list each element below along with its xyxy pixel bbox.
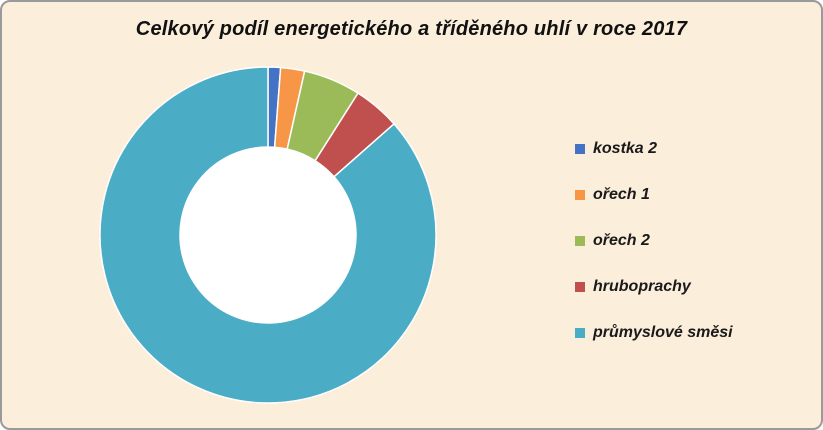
legend-swatch bbox=[575, 236, 585, 246]
donut-hole bbox=[180, 147, 356, 323]
legend-label: průmyslové směsi bbox=[593, 324, 733, 341]
chart-title: Celkový podíl energetického a tříděného … bbox=[135, 18, 688, 40]
legend-label: ořech 1 bbox=[593, 186, 650, 203]
legend-swatch bbox=[575, 190, 585, 200]
legend-item-orech-2: ořech 2 bbox=[575, 218, 795, 264]
legend-swatch bbox=[575, 282, 585, 292]
legend-swatch bbox=[575, 144, 585, 154]
legend: kostka 2 ořech 1 ořech 2 hruboprachy prů… bbox=[575, 126, 795, 356]
legend-item-orech-1: ořech 1 bbox=[575, 172, 795, 218]
legend-label: ořech 2 bbox=[593, 232, 650, 249]
legend-item-prumyslove-smesi: průmyslové směsi bbox=[575, 310, 795, 356]
legend-swatch bbox=[575, 328, 585, 338]
donut-slices bbox=[99, 66, 437, 404]
legend-label: hruboprachy bbox=[593, 278, 691, 295]
legend-item-hruboprachy: hruboprachy bbox=[575, 264, 795, 310]
legend-label: kostka 2 bbox=[593, 140, 658, 157]
legend-item-kostka-2: kostka 2 bbox=[575, 126, 795, 172]
